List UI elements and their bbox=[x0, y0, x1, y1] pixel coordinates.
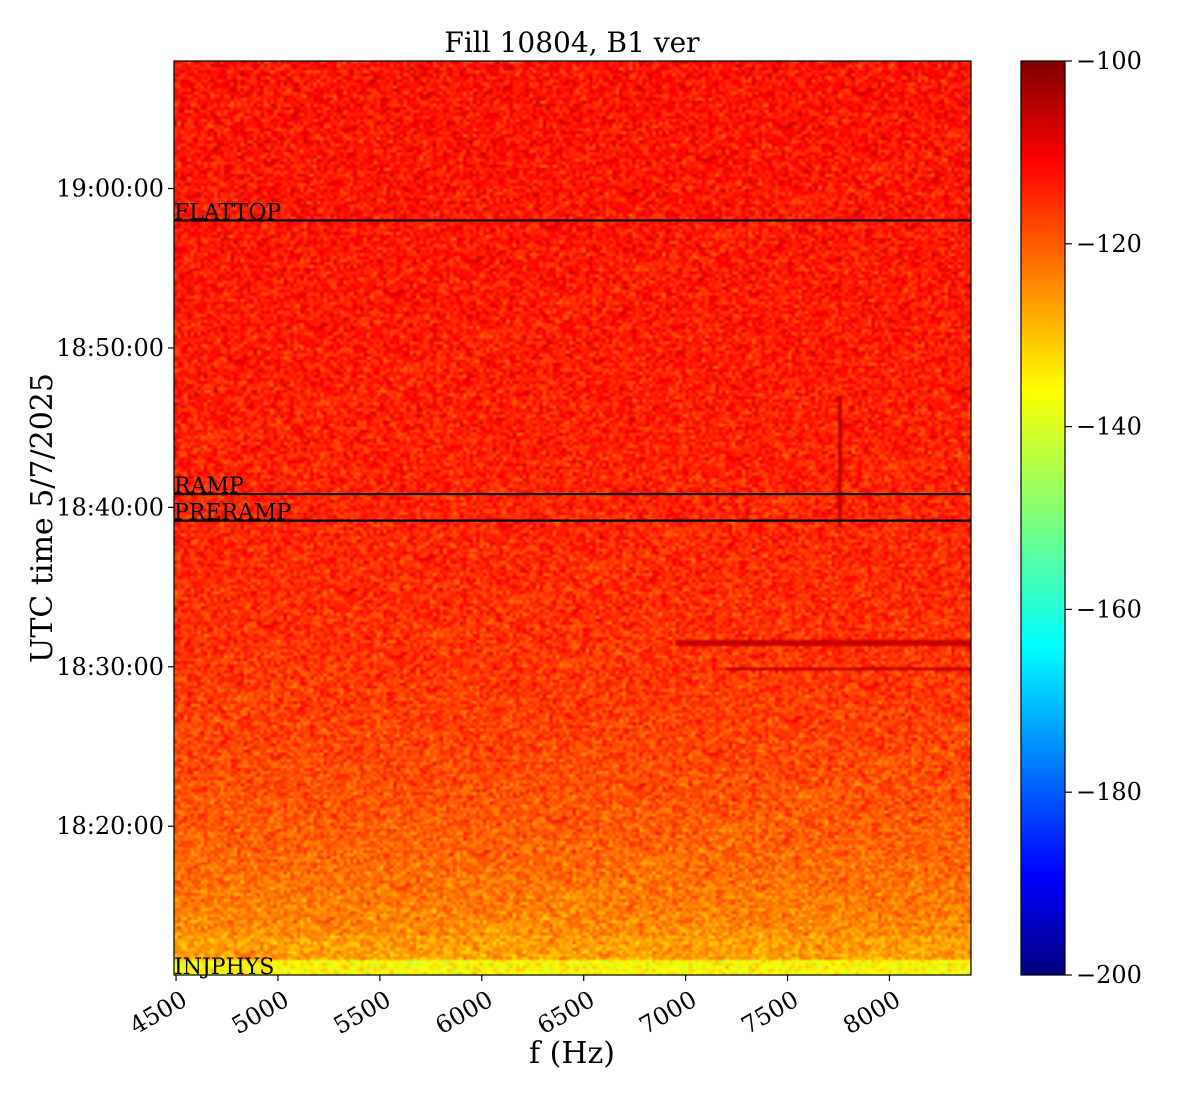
colorbar-tick-label: −100 bbox=[1076, 47, 1142, 75]
heatmap-image bbox=[174, 61, 971, 975]
phase-marker-label: INJPHYS bbox=[174, 955, 274, 980]
plot-frame bbox=[173, 60, 972, 976]
x-tick-label: 7000 bbox=[635, 985, 702, 1040]
colorbar: −100 −120 −140 −160 −180 −200 bbox=[1020, 47, 1142, 989]
phase-marker-label: FLATTOP bbox=[174, 200, 281, 225]
x-axis: 4500 5000 5500 6000 6500 7000 7500 8000 bbox=[125, 975, 905, 1040]
x-tick-label: 6000 bbox=[431, 985, 498, 1040]
y-tick-label: 18:40:00 bbox=[56, 493, 164, 521]
y-tick-label: 18:50:00 bbox=[56, 334, 164, 362]
phase-marker-label: RAMP bbox=[174, 474, 244, 499]
colorbar-tick-label: −180 bbox=[1076, 778, 1142, 806]
y-tick-label: 18:30:00 bbox=[56, 653, 164, 681]
colorbar-tick-label: −200 bbox=[1076, 961, 1142, 989]
y-axis-title: UTC time 5/7/2025 bbox=[25, 373, 60, 663]
x-tick-label: 6500 bbox=[533, 985, 600, 1040]
x-tick-label: 4500 bbox=[125, 985, 192, 1040]
y-tick-label: 18:20:00 bbox=[56, 812, 164, 840]
y-tick-label: 19:00:00 bbox=[56, 175, 164, 203]
colorbar-tick-label: −160 bbox=[1076, 595, 1142, 623]
colorbar-gradient bbox=[1020, 60, 1066, 976]
x-tick-label: 7500 bbox=[736, 985, 803, 1040]
x-tick-label: 5500 bbox=[329, 985, 396, 1040]
x-tick-label: 5000 bbox=[227, 985, 294, 1040]
chart-title: Fill 10804, B1 ver bbox=[444, 26, 700, 59]
x-axis-title: f (Hz) bbox=[529, 1036, 615, 1071]
colorbar-tick-label: −140 bbox=[1076, 413, 1142, 441]
x-tick-label: 8000 bbox=[838, 985, 905, 1040]
phase-marker-label: PRERAMP bbox=[174, 501, 291, 526]
colorbar-tick-label: −120 bbox=[1076, 230, 1142, 258]
colorbar-ticks: −100 −120 −140 −160 −180 −200 bbox=[1065, 47, 1142, 989]
y-axis: 18:20:00 18:30:00 18:40:00 18:50:00 19:00:00 bbox=[56, 175, 174, 840]
